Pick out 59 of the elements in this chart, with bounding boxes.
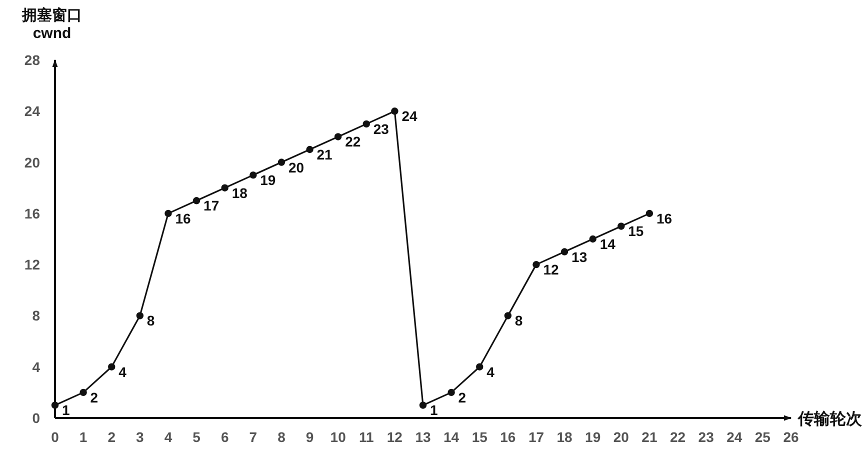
x-tick-label: 10: [330, 429, 346, 445]
y-tick-label: 16: [24, 205, 40, 222]
data-label: 4: [118, 364, 127, 380]
x-axis-title: 传输轮次: [797, 410, 863, 428]
data-label: 12: [543, 262, 560, 278]
x-tick-label: 18: [556, 429, 573, 445]
x-tick-label: 14: [444, 429, 460, 445]
data-label: 2: [90, 389, 98, 406]
data-label: 24: [402, 108, 418, 124]
data-label: 13: [572, 248, 588, 265]
data-label: 8: [514, 312, 523, 329]
data-label: 16: [175, 210, 192, 226]
data-label: 22: [345, 134, 361, 150]
x-tick-label: 11: [358, 429, 374, 445]
x-tick-label: 17: [528, 429, 544, 445]
x-tick-label: 9: [306, 429, 314, 445]
x-tick-label: 26: [783, 429, 799, 445]
data-label: 1: [430, 402, 438, 418]
data-label: 2: [458, 389, 466, 406]
x-tick-label: 20: [613, 429, 630, 445]
data-label: 14: [600, 236, 616, 252]
y-tick-label: 4: [32, 358, 40, 375]
x-tick-label: 23: [698, 429, 714, 445]
y-tick-label: 8: [32, 308, 40, 324]
x-tick-label: 2: [108, 429, 116, 445]
data-label: 21: [316, 146, 333, 162]
x-tick-label: 6: [220, 429, 229, 445]
y-axis-title: 拥塞窗口 cwnd: [21, 6, 82, 42]
x-tick-label: 7: [249, 429, 258, 445]
data-label: 1: [62, 402, 70, 418]
x-tick-label: 25: [754, 429, 771, 445]
x-tick-label: 8: [278, 429, 286, 445]
data-label: 20: [288, 159, 304, 176]
x-tick-label: 22: [670, 429, 686, 445]
x-tick-label: 19: [585, 429, 601, 445]
x-tick-label: 0: [51, 429, 60, 445]
data-label: 16: [656, 210, 672, 226]
x-tick-label: 1: [79, 429, 88, 445]
x-tick-label: 24: [726, 429, 742, 445]
data-label: 23: [373, 120, 390, 137]
x-tick-label: 16: [500, 429, 516, 445]
data-label: 8: [146, 312, 155, 329]
x-tick-label: 21: [642, 429, 658, 445]
y-tick-label: 28: [24, 52, 40, 68]
x-tick-label: 3: [136, 429, 144, 445]
x-tick-label: 15: [472, 429, 488, 445]
y-tick-label: 24: [24, 103, 40, 120]
x-tick-label: 4: [164, 429, 172, 445]
x-tick-label: 13: [415, 429, 431, 445]
y-tick-label: 20: [24, 154, 40, 170]
data-label: 18: [232, 184, 248, 201]
y-tick-label: 0: [32, 410, 40, 426]
data-label: 15: [628, 223, 644, 240]
data-label: 4: [486, 364, 495, 380]
data-label: 19: [260, 172, 276, 188]
y-tick-label: 12: [24, 256, 40, 273]
x-tick-label: 5: [192, 429, 201, 445]
data-label: 17: [204, 198, 220, 214]
x-tick-label: 12: [386, 429, 403, 445]
